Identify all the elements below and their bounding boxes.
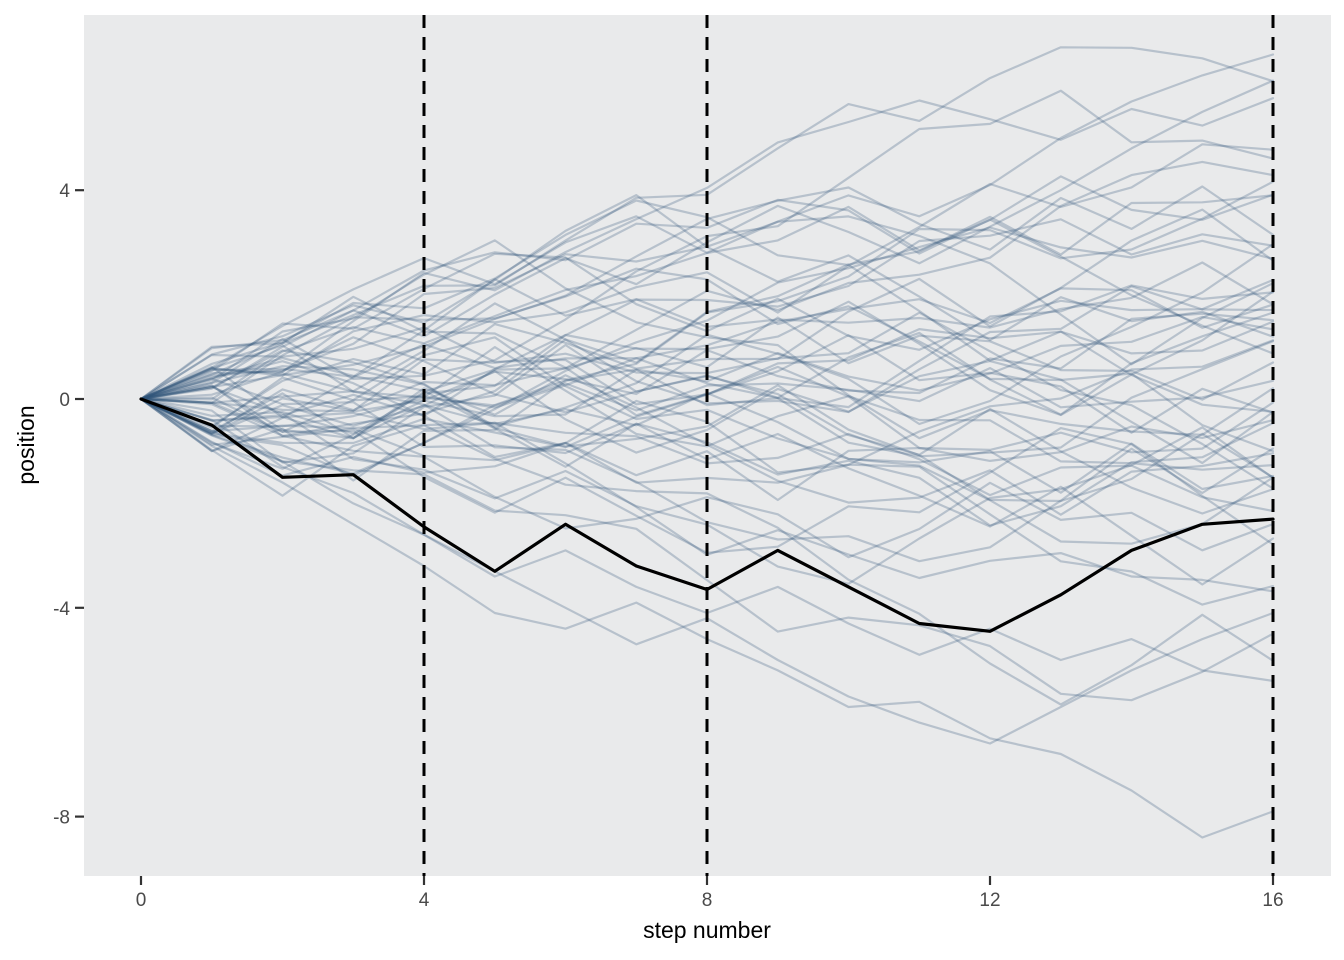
x-tick-label: 8 (702, 890, 713, 911)
y-tick-label: 4 (59, 181, 70, 202)
walk-line (139, 336, 1275, 545)
y-tick-label: -8 (53, 808, 70, 829)
walk-line (139, 365, 1275, 503)
highlighted-walk-line (139, 397, 1275, 633)
walk-line (139, 284, 1275, 453)
walk-line (139, 226, 1275, 475)
walk-line (139, 97, 1275, 401)
walk-line (139, 239, 1275, 440)
walk-line (139, 208, 1275, 428)
walk-line (139, 367, 1275, 428)
walk-line (139, 53, 1275, 401)
walk-line (139, 340, 1275, 458)
x-tick-label: 16 (1262, 890, 1283, 911)
walk-line (139, 344, 1275, 471)
y-axis: 4 0 -4 -8 (53, 181, 84, 829)
walk-line (139, 397, 1275, 559)
walk-line (139, 285, 1275, 414)
walk-line (139, 360, 1275, 465)
walk-line (139, 315, 1275, 482)
walk-line (139, 397, 1275, 706)
y-tick-label: -4 (53, 599, 70, 620)
walk-line (139, 143, 1275, 401)
walk-line (139, 218, 1275, 435)
walk-line (139, 198, 1275, 401)
x-axis-title: step number (643, 917, 771, 943)
walk-line (139, 397, 1275, 702)
x-tick-label: 4 (419, 890, 430, 911)
walk-line (139, 175, 1275, 401)
reference-dashed-lines (422, 15, 1275, 876)
highlighted-walk-layer (139, 397, 1275, 633)
walk-line (139, 397, 1275, 502)
x-tick-label: 12 (979, 890, 1000, 911)
x-tick-label: 0 (136, 890, 147, 911)
y-tick-label: 0 (59, 390, 70, 411)
y-axis-title: position (13, 405, 39, 484)
x-axis: 0 4 8 12 16 (136, 876, 1284, 911)
